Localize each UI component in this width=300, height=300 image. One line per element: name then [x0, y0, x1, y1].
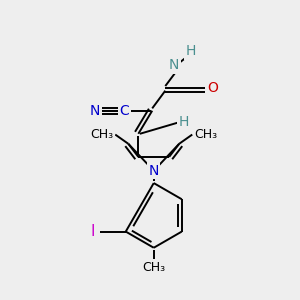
- Text: O: O: [207, 81, 218, 95]
- Text: H: H: [178, 115, 189, 129]
- Text: N: N: [90, 104, 101, 118]
- Text: C: C: [120, 104, 129, 118]
- Text: CH₃: CH₃: [142, 261, 165, 274]
- Text: I: I: [90, 224, 95, 239]
- Text: H: H: [185, 44, 196, 58]
- Text: N: N: [148, 164, 159, 178]
- Text: CH₃: CH₃: [194, 128, 217, 141]
- Text: N: N: [169, 58, 179, 72]
- Text: CH₃: CH₃: [91, 128, 114, 141]
